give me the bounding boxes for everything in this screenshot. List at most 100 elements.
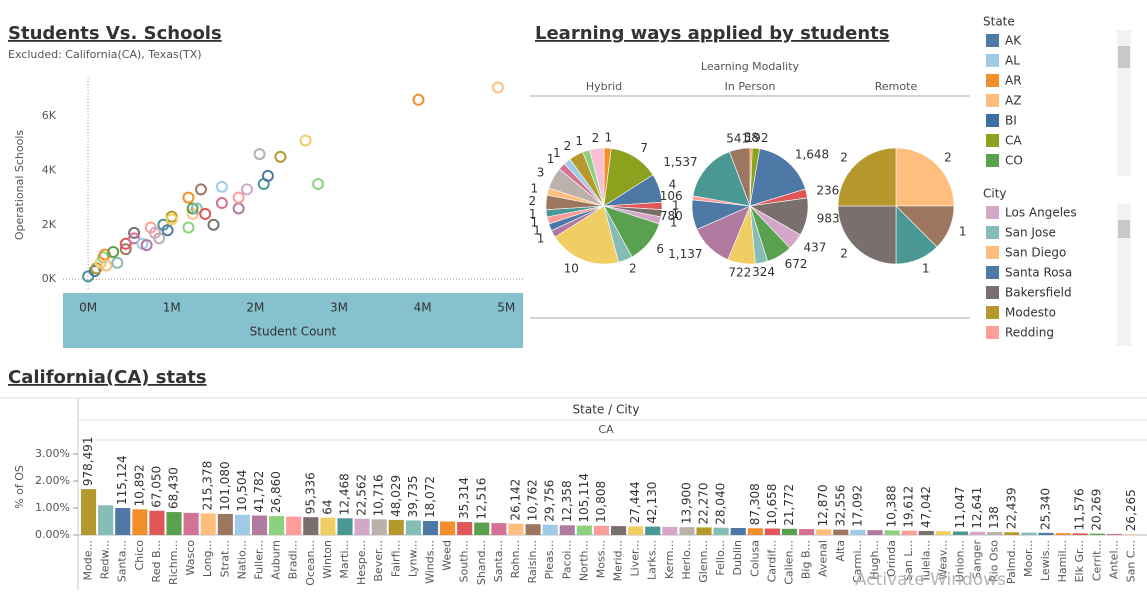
bar	[474, 522, 490, 535]
legend-swatch	[986, 114, 999, 127]
bar	[422, 520, 439, 535]
x-tick-label: Shand...	[475, 540, 488, 585]
bar	[799, 529, 815, 535]
state-scroll-thumb[interactable]	[1118, 46, 1130, 68]
count-label: 138	[987, 506, 1001, 529]
slice-label: 2	[592, 131, 600, 145]
count-label: 42,130	[645, 482, 659, 524]
point	[199, 207, 212, 220]
bar	[1072, 533, 1088, 535]
bar	[115, 508, 131, 535]
point	[128, 232, 141, 245]
x-tick-label: Dublin	[731, 540, 744, 576]
count-label: 12,870	[816, 484, 830, 526]
count-label: 10,892	[132, 464, 146, 506]
point	[190, 202, 203, 215]
x-tick-label: Long...	[201, 540, 214, 577]
bar	[166, 512, 182, 535]
slice-label: 1,537	[663, 155, 697, 169]
point	[153, 232, 166, 245]
legend-item: AR	[1005, 74, 1022, 88]
bar	[320, 517, 336, 535]
x-tick-label: Hugh...	[868, 540, 881, 580]
slice-label: 58	[744, 131, 759, 145]
point	[241, 183, 253, 196]
legend-item: Modesto	[1005, 306, 1056, 320]
count-label: 26,265	[1124, 489, 1138, 531]
pie-title: Learning ways applied by students	[535, 23, 889, 44]
y-tick-label: 6K	[42, 109, 57, 122]
pie-column-header: Remote	[875, 80, 918, 93]
count-label: 12,641	[970, 487, 984, 529]
x-tick-label: Cerrit...	[1090, 540, 1103, 581]
x-tick-label: Natio...	[235, 540, 248, 579]
point	[182, 221, 195, 234]
slice-label: 1	[530, 215, 538, 229]
slice-label: 672	[785, 257, 808, 271]
bar	[234, 514, 250, 535]
count-label: 22,270	[697, 482, 711, 524]
x-tick-label: 4M	[414, 301, 432, 315]
x-tick-label: Bever...	[372, 540, 385, 582]
x-tick-label: Carmi...	[851, 540, 864, 583]
count-label: 10,504	[235, 470, 249, 512]
legend-item: CO	[1005, 154, 1023, 168]
slice-label: 1	[547, 152, 555, 166]
scatter-title: Students Vs. Schools	[8, 23, 222, 44]
count-label: 11,576	[1073, 488, 1087, 530]
count-label: 10,762	[526, 479, 540, 521]
point	[140, 239, 153, 252]
count-label: 12,358	[560, 480, 574, 522]
legend-swatch	[986, 34, 999, 47]
bar	[918, 530, 934, 535]
y-tick-label: 0K	[42, 272, 57, 285]
x-tick-label: Redw...	[99, 540, 112, 579]
bar-column: CA	[598, 423, 614, 436]
count-label: 13,900	[679, 482, 693, 524]
slice-label: 1	[530, 182, 538, 196]
bar	[337, 518, 353, 535]
pie-slice	[837, 147, 897, 207]
bar	[149, 510, 165, 535]
bar	[440, 521, 456, 535]
x-tick-label: Fello...	[714, 540, 727, 576]
slice-label: 10	[564, 262, 579, 276]
legend-swatch	[986, 286, 999, 299]
legend-swatch	[986, 266, 999, 279]
legend-swatch	[986, 206, 999, 219]
slice-label: 1	[671, 207, 679, 221]
x-tick-label: Weav...	[936, 540, 949, 580]
legend-item: AL	[1005, 54, 1020, 68]
legend-item: AZ	[1005, 94, 1021, 108]
count-label: 19,612	[902, 486, 916, 528]
count-label: 215,378	[201, 461, 215, 511]
slice-label: 1	[537, 231, 545, 245]
city-scroll-thumb[interactable]	[1118, 220, 1130, 238]
x-tick-label: Hespe...	[355, 540, 368, 585]
x-tick-label: San L...	[902, 540, 915, 581]
legend-item: BI	[1005, 114, 1017, 128]
legend-swatch	[986, 306, 999, 319]
y-axis-title: Operational Schools	[13, 130, 26, 241]
x-tick-label: Glenn...	[697, 540, 710, 583]
city-scrollbar[interactable]	[1117, 204, 1131, 346]
bar	[747, 528, 763, 535]
slice-label: 541	[726, 132, 749, 146]
bar	[98, 505, 114, 535]
bar	[491, 523, 507, 535]
pie-slice	[895, 147, 955, 207]
point	[215, 180, 228, 193]
x-tick-label: Santa...	[116, 540, 129, 582]
pie-slice	[692, 151, 751, 207]
count-label: 68,430	[167, 467, 181, 509]
slice-label: 4	[669, 177, 677, 191]
watermark: Activate Windows	[855, 570, 1006, 590]
x-tick-label: Weed	[441, 540, 454, 571]
bar	[576, 525, 592, 535]
pie-slice	[603, 148, 654, 207]
slice-label: 1,648	[795, 147, 829, 161]
bar	[1038, 532, 1054, 535]
y-tick-label: 4K	[42, 163, 57, 176]
pie-column-header: In Person	[725, 80, 776, 93]
bar	[525, 524, 541, 535]
